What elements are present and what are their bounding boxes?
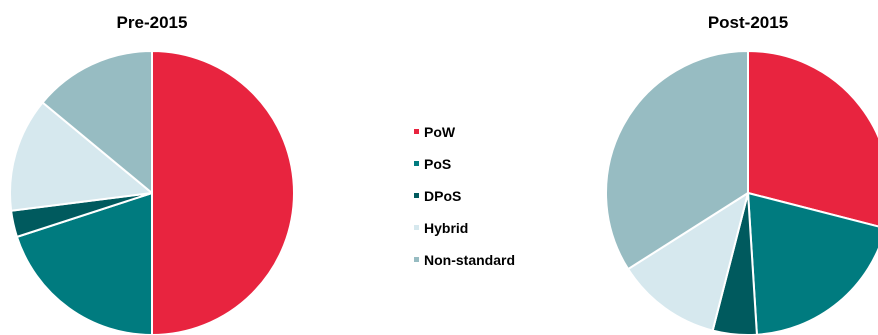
legend-swatch-non-standard xyxy=(414,257,419,262)
pie-slice-hybrid xyxy=(9,101,153,212)
pie-post-2015 xyxy=(605,50,878,335)
legend-label-pow: PoW xyxy=(424,124,456,140)
chart-title-pre-2015: Pre-2015 xyxy=(117,13,188,32)
legend-swatch-pow xyxy=(414,129,419,134)
legend: PoW PoS DPoS Hybrid Non-standard xyxy=(414,124,515,268)
legend-swatch-hybrid xyxy=(414,225,419,230)
pie-slice-hybrid xyxy=(627,192,749,332)
pie-slice-pos xyxy=(15,192,153,335)
pie-pre-2015 xyxy=(9,50,295,335)
pie-slice-non-standard xyxy=(605,50,749,271)
legend-label-pos: PoS xyxy=(424,156,451,172)
pie-slice-pow xyxy=(151,50,295,335)
legend-swatch-pos xyxy=(414,161,419,166)
legend-label-hybrid: Hybrid xyxy=(424,220,468,236)
pie-slice-pos xyxy=(747,192,878,335)
pie-slice-non-standard xyxy=(41,50,153,194)
legend-label-non-standard: Non-standard xyxy=(424,252,515,268)
pie-slice-pow xyxy=(747,50,878,228)
legend-swatch-dpos xyxy=(414,193,419,198)
chart-title-post-2015: Post-2015 xyxy=(708,13,788,32)
legend-label-dpos: DPoS xyxy=(424,188,461,204)
